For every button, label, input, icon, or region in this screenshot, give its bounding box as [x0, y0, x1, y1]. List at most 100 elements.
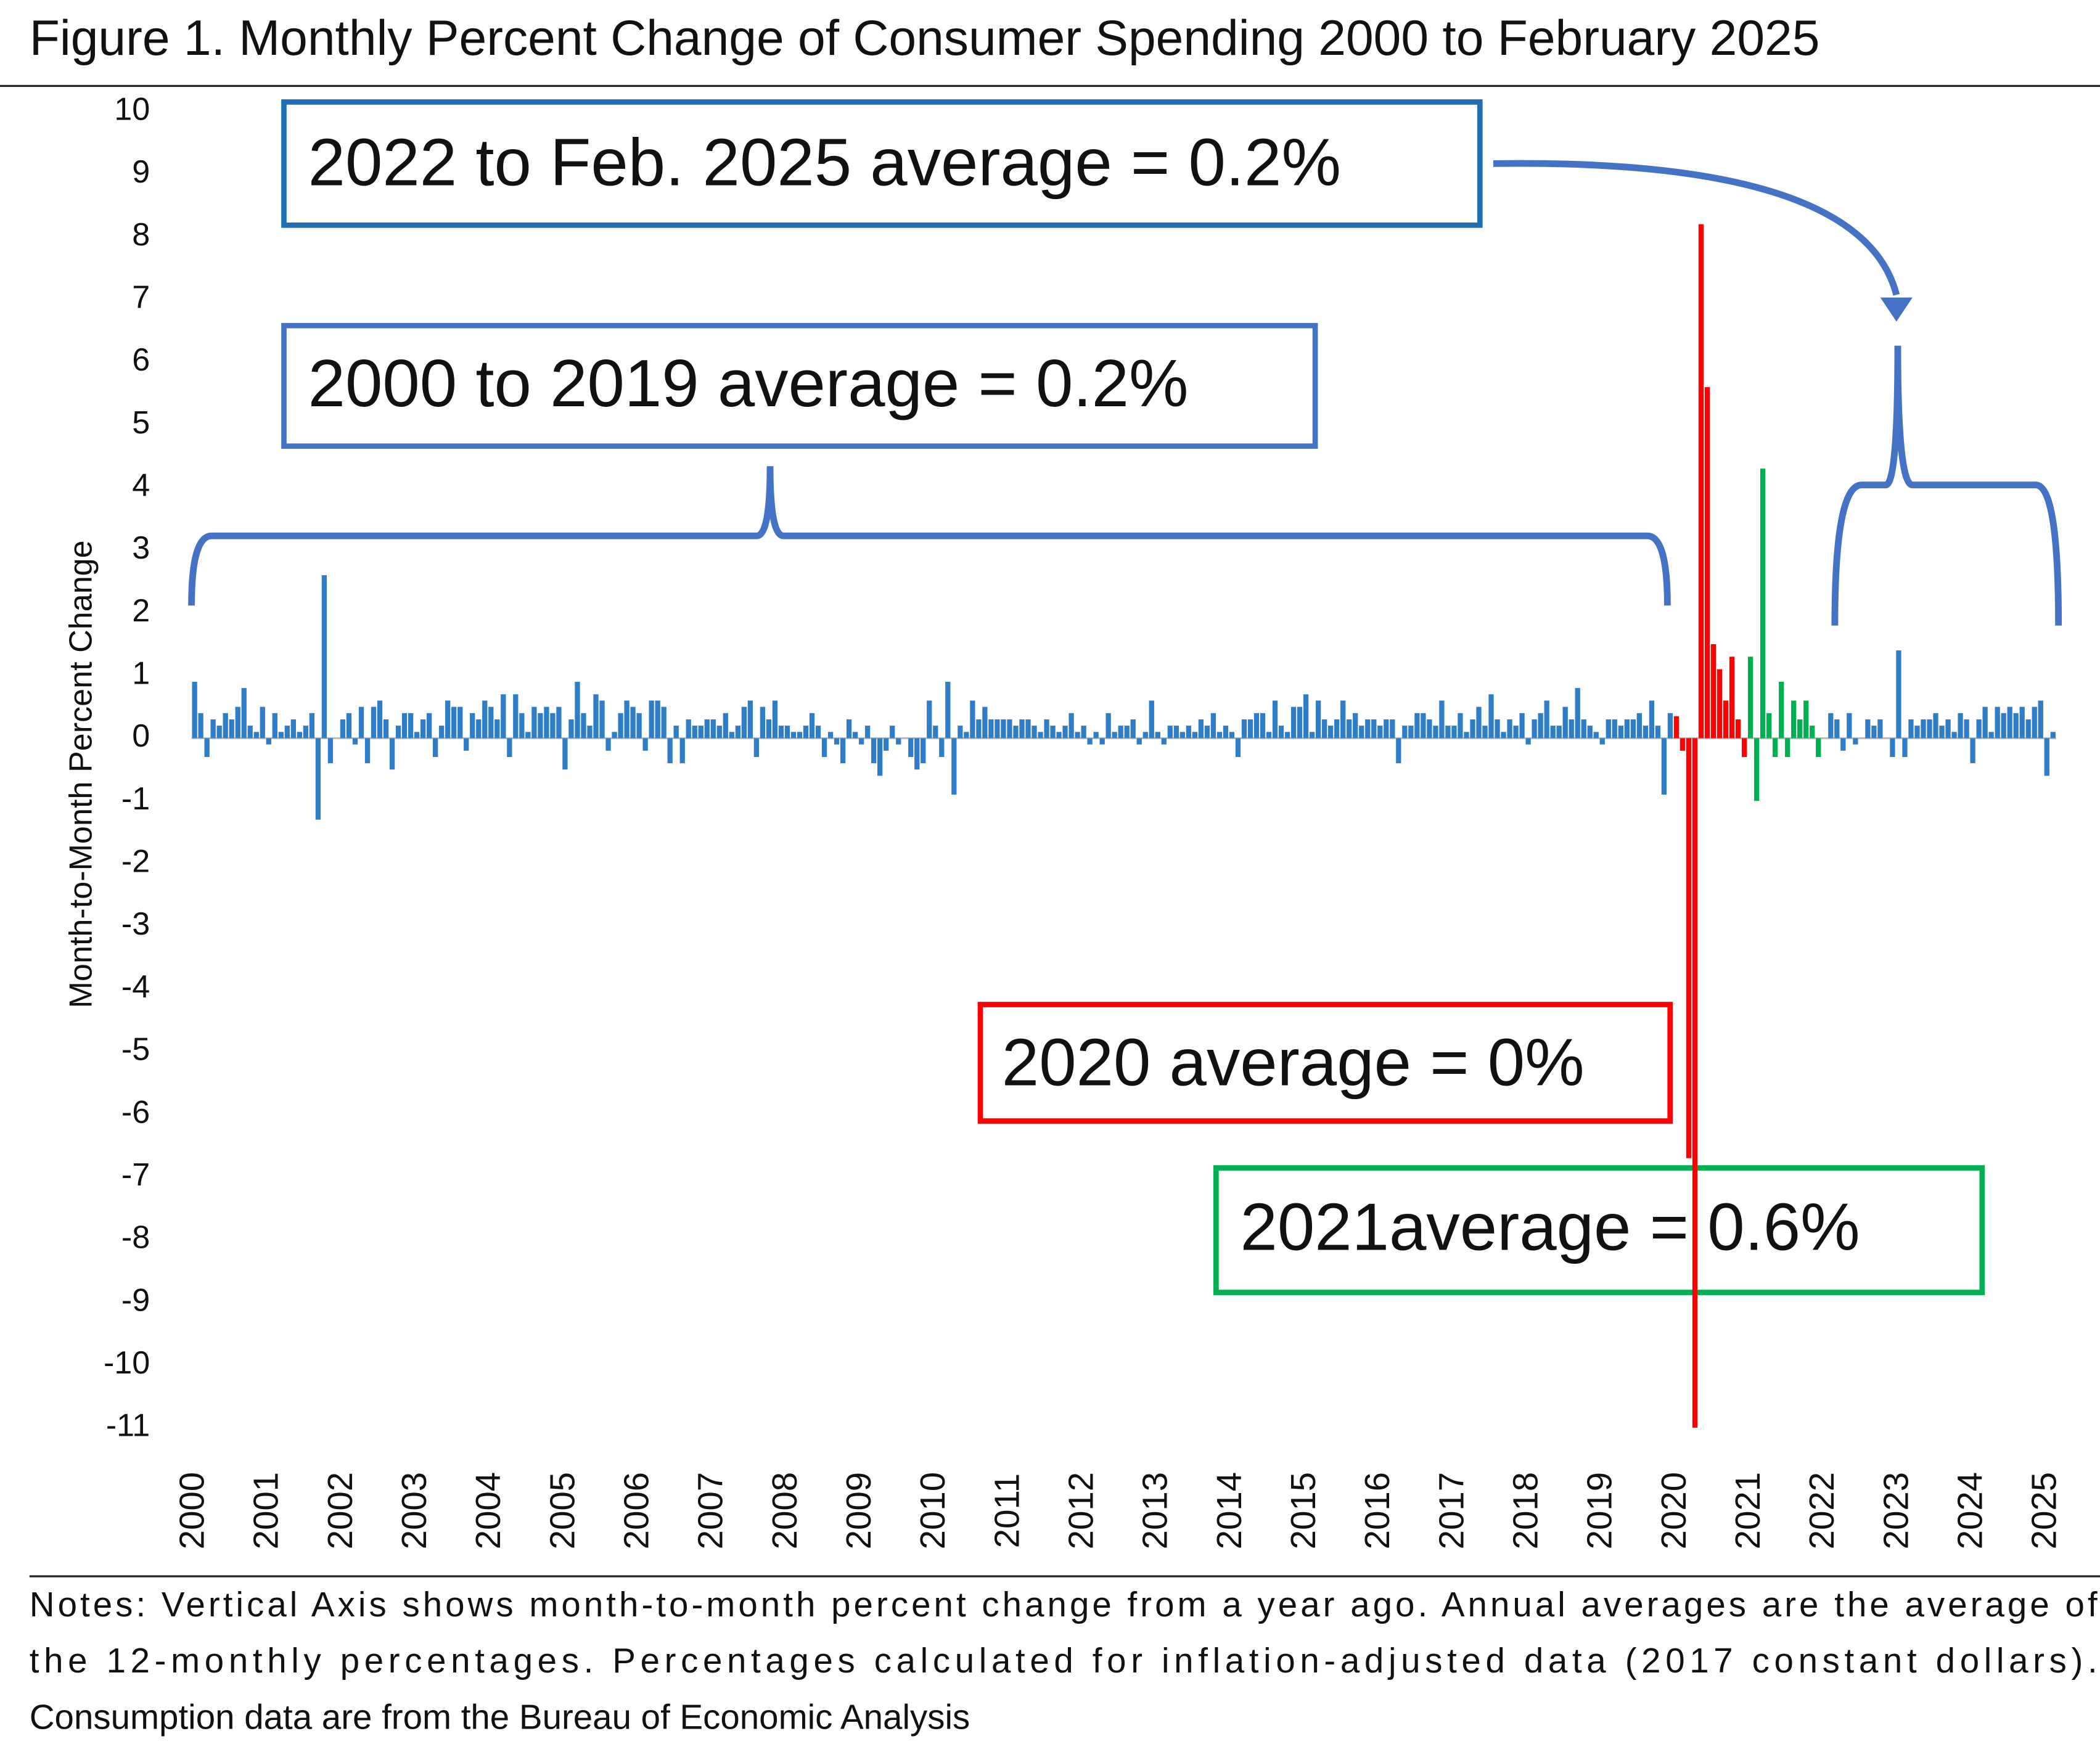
x-tick-label: 2016: [1358, 1472, 1397, 1550]
bar: [1408, 726, 1414, 739]
x-tick-label: 2021: [1728, 1472, 1767, 1550]
bar: [581, 713, 586, 739]
bar: [1914, 726, 1920, 739]
bar: [896, 738, 901, 745]
bar: [1729, 657, 1735, 739]
bar: [1013, 726, 1019, 739]
bar: [1865, 719, 1871, 739]
y-tick-label: -4: [121, 969, 150, 1005]
bar: [1921, 719, 1926, 739]
bar: [1982, 706, 1988, 739]
bar: [327, 738, 334, 764]
bar: [260, 706, 265, 739]
bar: [939, 738, 945, 757]
x-tick-label: 2015: [1284, 1472, 1323, 1550]
x-tick-label: 2012: [1062, 1472, 1101, 1550]
bar: [1105, 713, 1111, 739]
bar: [716, 726, 722, 739]
bar: [914, 738, 920, 770]
bar: [358, 706, 364, 739]
bar: [1235, 738, 1241, 757]
bar: [1433, 726, 1438, 739]
bar: [1347, 719, 1352, 739]
y-axis-label: Month-to-Month Percent Change: [63, 540, 99, 1008]
bar: [420, 719, 426, 739]
bar: [1908, 719, 1914, 739]
bar: [1328, 726, 1334, 739]
bar: [278, 732, 284, 739]
bracket: [1831, 345, 2062, 626]
x-tick-label: 2017: [1432, 1472, 1470, 1550]
bar: [1871, 726, 1877, 739]
y-tick-label: 8: [132, 217, 150, 253]
arrow-head: [1880, 297, 1913, 322]
bar: [587, 726, 593, 739]
bar: [667, 738, 673, 764]
bar: [1569, 719, 1574, 739]
bar: [1976, 719, 1982, 739]
bar: [1495, 719, 1500, 739]
bar: [976, 719, 982, 739]
bar: [1766, 713, 1772, 739]
y-tick-label: -5: [121, 1032, 150, 1068]
bar: [1130, 719, 1136, 739]
bar: [266, 738, 271, 745]
bar: [852, 732, 858, 739]
bar: [284, 726, 290, 739]
bar: [568, 719, 574, 739]
bar: [1353, 713, 1358, 739]
bar: [1322, 719, 1327, 739]
bar: [340, 719, 346, 739]
bar: [389, 738, 395, 770]
bar: [1686, 738, 1692, 1158]
bar: [1112, 732, 1117, 739]
bar: [679, 738, 685, 764]
bar: [1316, 700, 1321, 739]
y-tick-label: 1: [132, 656, 150, 692]
bar: [1723, 700, 1729, 739]
bar: [464, 738, 469, 751]
bar: [864, 726, 871, 739]
bar: [612, 732, 617, 739]
bar: [1186, 726, 1191, 739]
bar: [970, 700, 975, 739]
annotation-box: [281, 99, 1483, 228]
bar: [562, 738, 568, 770]
bar: [858, 738, 864, 745]
x-tick-label: 2024: [1951, 1472, 1990, 1550]
bar: [408, 713, 414, 739]
x-tick-label: 2001: [247, 1472, 285, 1550]
bar: [834, 738, 840, 745]
bar: [1068, 713, 1074, 739]
bar: [729, 732, 734, 739]
y-tick-label: 7: [132, 279, 150, 315]
bar: [1525, 738, 1531, 745]
bar: [642, 738, 648, 751]
bar: [1272, 700, 1278, 739]
brackets: [188, 160, 2062, 626]
bar: [1890, 738, 1895, 757]
annotation-text: 2020 average = 0%: [1002, 1025, 1585, 1100]
x-tick-label: 2019: [1580, 1472, 1619, 1550]
bar: [346, 713, 352, 739]
x-tick-label: 2020: [1654, 1472, 1693, 1550]
bar: [1847, 713, 1852, 739]
bar: [1643, 726, 1649, 739]
bar: [747, 700, 753, 739]
bar: [303, 726, 309, 739]
bar: [1377, 726, 1383, 739]
bar: [297, 732, 303, 739]
bar: [1365, 719, 1371, 739]
bar: [1488, 694, 1494, 739]
bar: [1964, 719, 1969, 739]
bar: [1741, 738, 1747, 757]
bar: [995, 719, 1000, 739]
bar: [1673, 716, 1680, 739]
bar: [1587, 726, 1593, 739]
bar: [1482, 726, 1488, 739]
bar: [253, 732, 259, 739]
bar: [809, 713, 815, 739]
bar: [1093, 732, 1099, 739]
bar: [1532, 719, 1537, 739]
